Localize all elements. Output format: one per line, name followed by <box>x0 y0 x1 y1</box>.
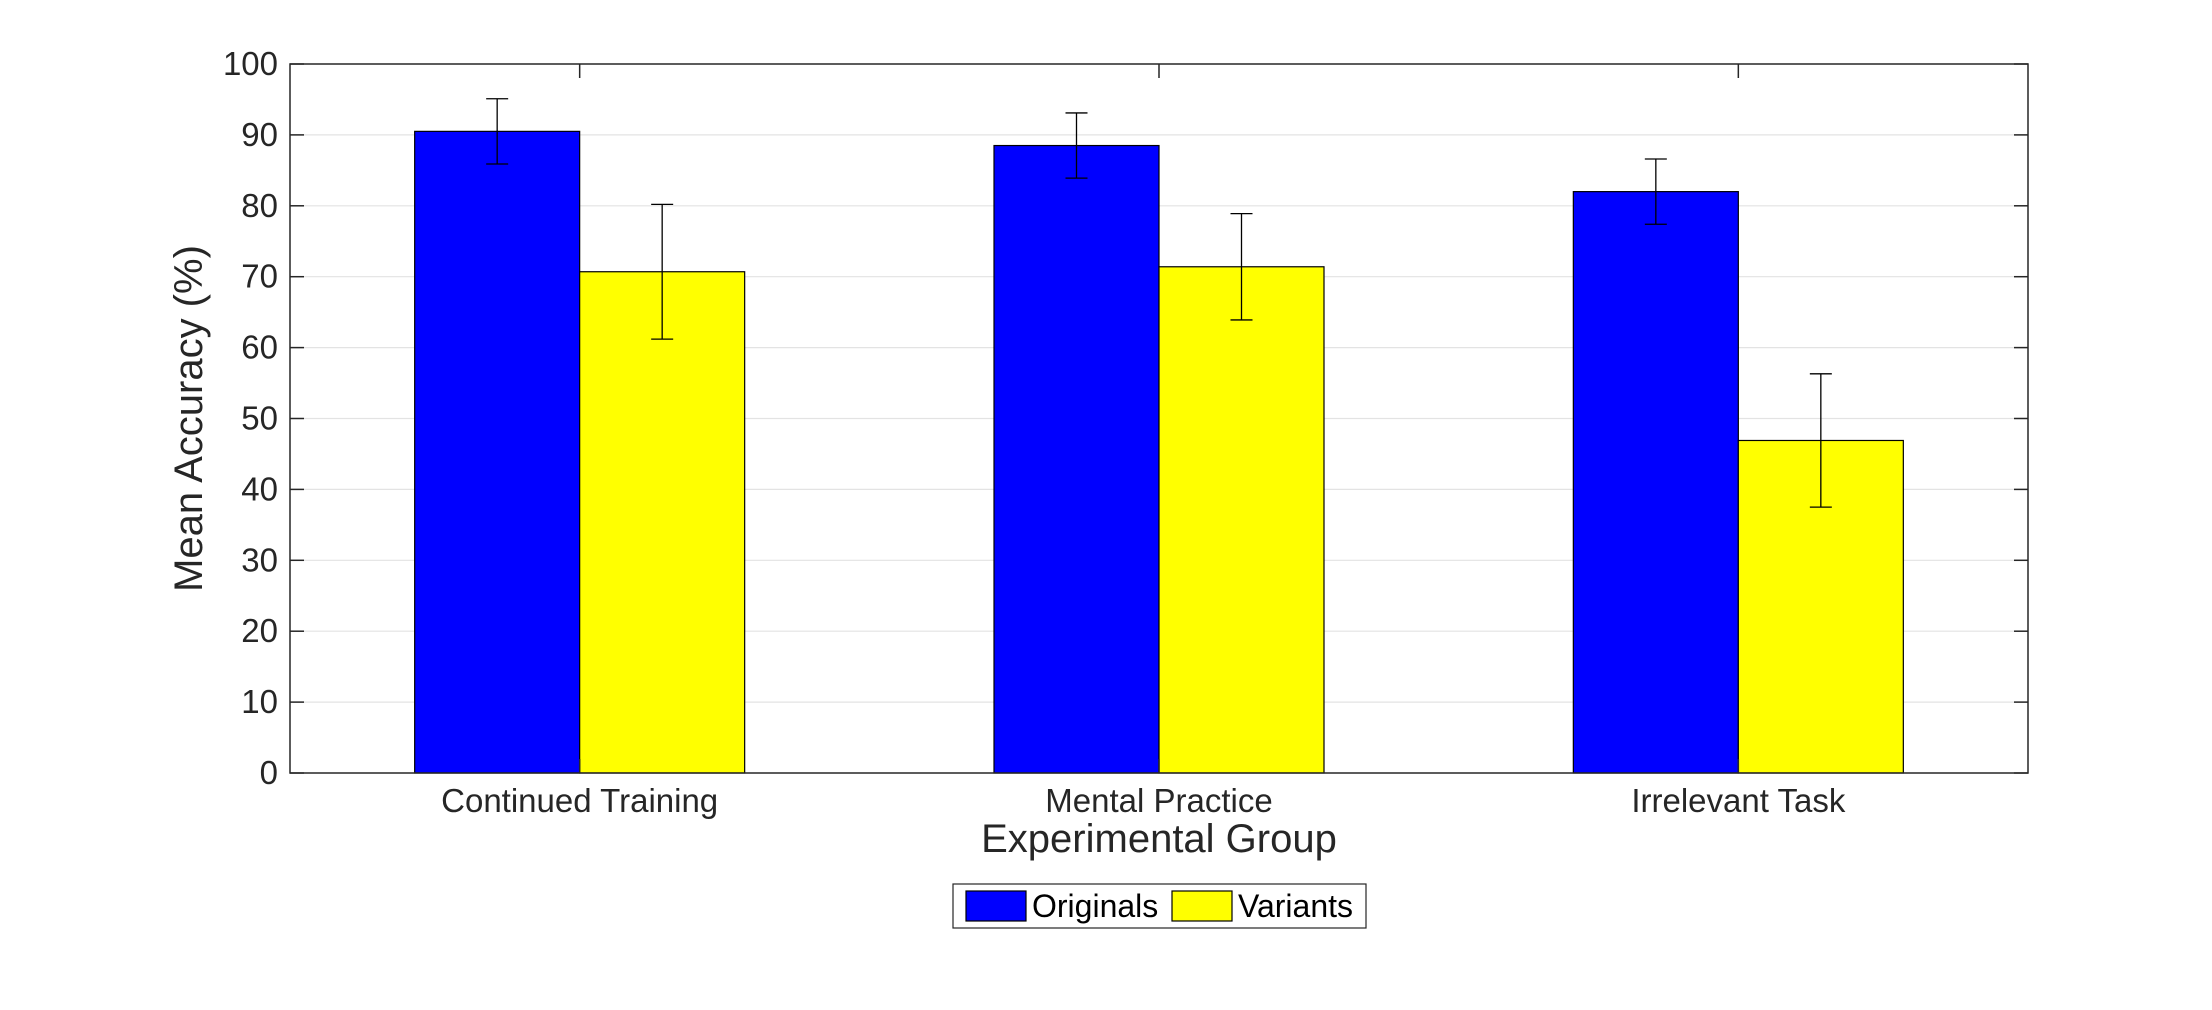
x-axis-title: Experimental Group <box>981 817 1337 861</box>
x-tick-label: Continued Training <box>441 782 718 819</box>
y-tick-label: 60 <box>241 329 278 366</box>
y-tick-label: 0 <box>260 754 278 791</box>
y-tick-labels: 0 10 20 30 40 50 60 70 80 90 100 <box>223 45 278 791</box>
y-tick-label: 70 <box>241 258 278 295</box>
x-tick-label: Mental Practice <box>1045 782 1272 819</box>
y-tick-label: 90 <box>241 116 278 153</box>
y-tick-label: 30 <box>241 541 278 578</box>
legend-swatch-originals <box>965 890 1027 922</box>
y-tick-label: 10 <box>241 683 278 720</box>
x-tick-label: Irrelevant Task <box>1631 782 1845 819</box>
bar-originals <box>414 130 581 774</box>
y-axis-title: Mean Accuracy (%) <box>167 245 211 592</box>
bar-originals <box>993 144 1160 774</box>
bars <box>414 130 1904 774</box>
legend-label-originals: Originals <box>1032 888 1158 924</box>
legend: Originals Variants <box>952 883 1367 929</box>
legend-label-variants: Variants <box>1238 888 1353 924</box>
y-tick-label: 80 <box>241 187 278 224</box>
bar-variants <box>579 271 746 774</box>
bar-variants <box>1158 266 1325 774</box>
axis-ticks <box>290 63 2028 774</box>
bar-originals <box>1572 191 1739 774</box>
x-tick-labels: Continued Training Mental Practice Irrelev… <box>441 782 1846 819</box>
y-tick-label: 20 <box>241 612 278 649</box>
legend-swatch-variants <box>1171 890 1233 922</box>
y-tick-label: 50 <box>241 400 278 437</box>
y-tick-label: 40 <box>241 470 278 507</box>
error-bars <box>486 98 1832 508</box>
y-tick-label: 100 <box>223 45 278 82</box>
